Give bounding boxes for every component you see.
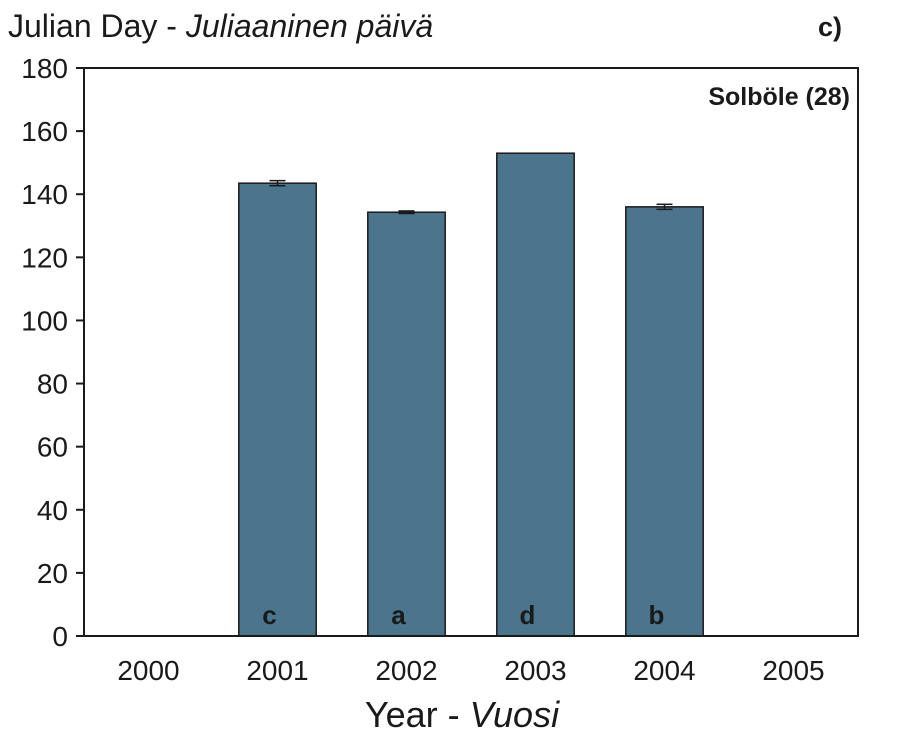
y-tick-label: 80 bbox=[37, 369, 68, 400]
x-tick-label: 2005 bbox=[762, 655, 824, 686]
significance-letter: d bbox=[520, 600, 536, 630]
error-bar bbox=[656, 203, 673, 211]
y-tick-label: 140 bbox=[21, 179, 68, 210]
x-axis-title: Year - Vuosi bbox=[0, 694, 924, 736]
x-tick-label: 2004 bbox=[633, 655, 695, 686]
y-tick-label: 120 bbox=[21, 242, 68, 273]
error-bar bbox=[398, 210, 415, 215]
y-axis-title: Julian Day - Juliaaninen päivä bbox=[8, 8, 433, 45]
significance-letter: a bbox=[391, 600, 406, 630]
y-tick-label: 20 bbox=[37, 558, 68, 589]
y-axis: 0 20 40 60 80 100 120 140 160 180 bbox=[21, 53, 84, 652]
bar bbox=[238, 182, 317, 637]
y-axis-title-sep: - bbox=[157, 8, 186, 44]
x-tick-label: 2001 bbox=[246, 655, 308, 686]
x-axis-title-en: Year bbox=[364, 694, 438, 735]
error-bar bbox=[269, 179, 286, 187]
y-tick-label: 60 bbox=[37, 432, 68, 463]
x-tick-label: 2003 bbox=[504, 655, 566, 686]
y-tick-label: 0 bbox=[52, 621, 68, 652]
significance-letter: c bbox=[262, 600, 276, 630]
bar bbox=[367, 211, 446, 637]
y-tick-label: 180 bbox=[21, 53, 68, 84]
y-axis-title-fi: Juliaaninen päivä bbox=[185, 8, 434, 44]
bar bbox=[496, 152, 575, 637]
x-axis-title-fi: Vuosi bbox=[469, 694, 560, 735]
y-tick-label: 160 bbox=[21, 116, 68, 147]
y-tick-label: 40 bbox=[37, 495, 68, 526]
bar bbox=[625, 206, 704, 637]
site-annotation: Solböle (28) bbox=[708, 83, 850, 111]
y-axis-title-en: Julian Day bbox=[8, 8, 158, 44]
plot-frame bbox=[83, 67, 859, 637]
x-tick-label: 2000 bbox=[117, 655, 179, 686]
x-axis-title-sep: - bbox=[437, 694, 470, 735]
panel-label: c) bbox=[818, 12, 843, 42]
x-tick-label: 2002 bbox=[375, 655, 437, 686]
x-axis: 2000 2001 2002 2003 2004 2005 bbox=[117, 655, 824, 686]
y-tick-label: 100 bbox=[21, 305, 68, 336]
significance-letter: b bbox=[649, 600, 665, 630]
